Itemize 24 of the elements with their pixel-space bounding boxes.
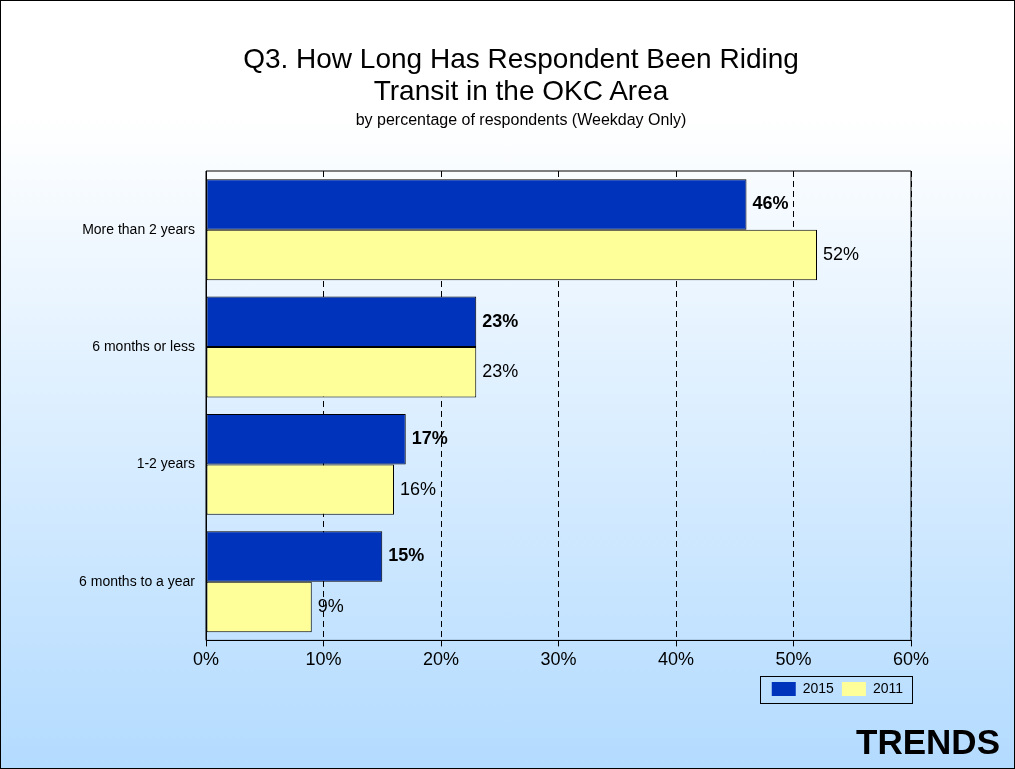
- data-label: 17%: [411, 428, 448, 449]
- y-tick-label: 1-2 years: [136, 455, 195, 472]
- x-tick-label: 20%: [422, 649, 460, 670]
- legend-label: 2015: [802, 679, 835, 696]
- legend-label: 2011: [872, 679, 904, 696]
- data-label: 23%: [482, 310, 519, 331]
- y-tick-label: 6 months or less: [92, 337, 195, 354]
- x-tick-label: 40%: [657, 649, 695, 670]
- text: TRENDS: [856, 722, 1000, 762]
- x-tick-label: 60%: [892, 649, 930, 670]
- chart-title: Q3. How Long Has Respondent Been Riding Transit in the OKC Area: [242, 43, 800, 107]
- y-tick-label: More than 2 years: [82, 220, 195, 237]
- data-label: 16%: [400, 478, 437, 499]
- data-label: 46%: [752, 193, 789, 214]
- x-tick-label: 10%: [305, 649, 342, 670]
- data-label: 23%: [482, 361, 519, 382]
- x-tick-label: 0%: [192, 649, 220, 670]
- data-label: 15%: [388, 545, 425, 566]
- y-tick-label: 6 months to a year: [79, 572, 196, 589]
- x-tick-label: 30%: [540, 649, 577, 670]
- data-label: 52%: [823, 243, 860, 264]
- x-tick-label: 50%: [775, 649, 812, 670]
- chart-subtitle: by percentage of respondents (Weekday Only): [354, 111, 688, 129]
- data-label: 9%: [317, 595, 344, 616]
